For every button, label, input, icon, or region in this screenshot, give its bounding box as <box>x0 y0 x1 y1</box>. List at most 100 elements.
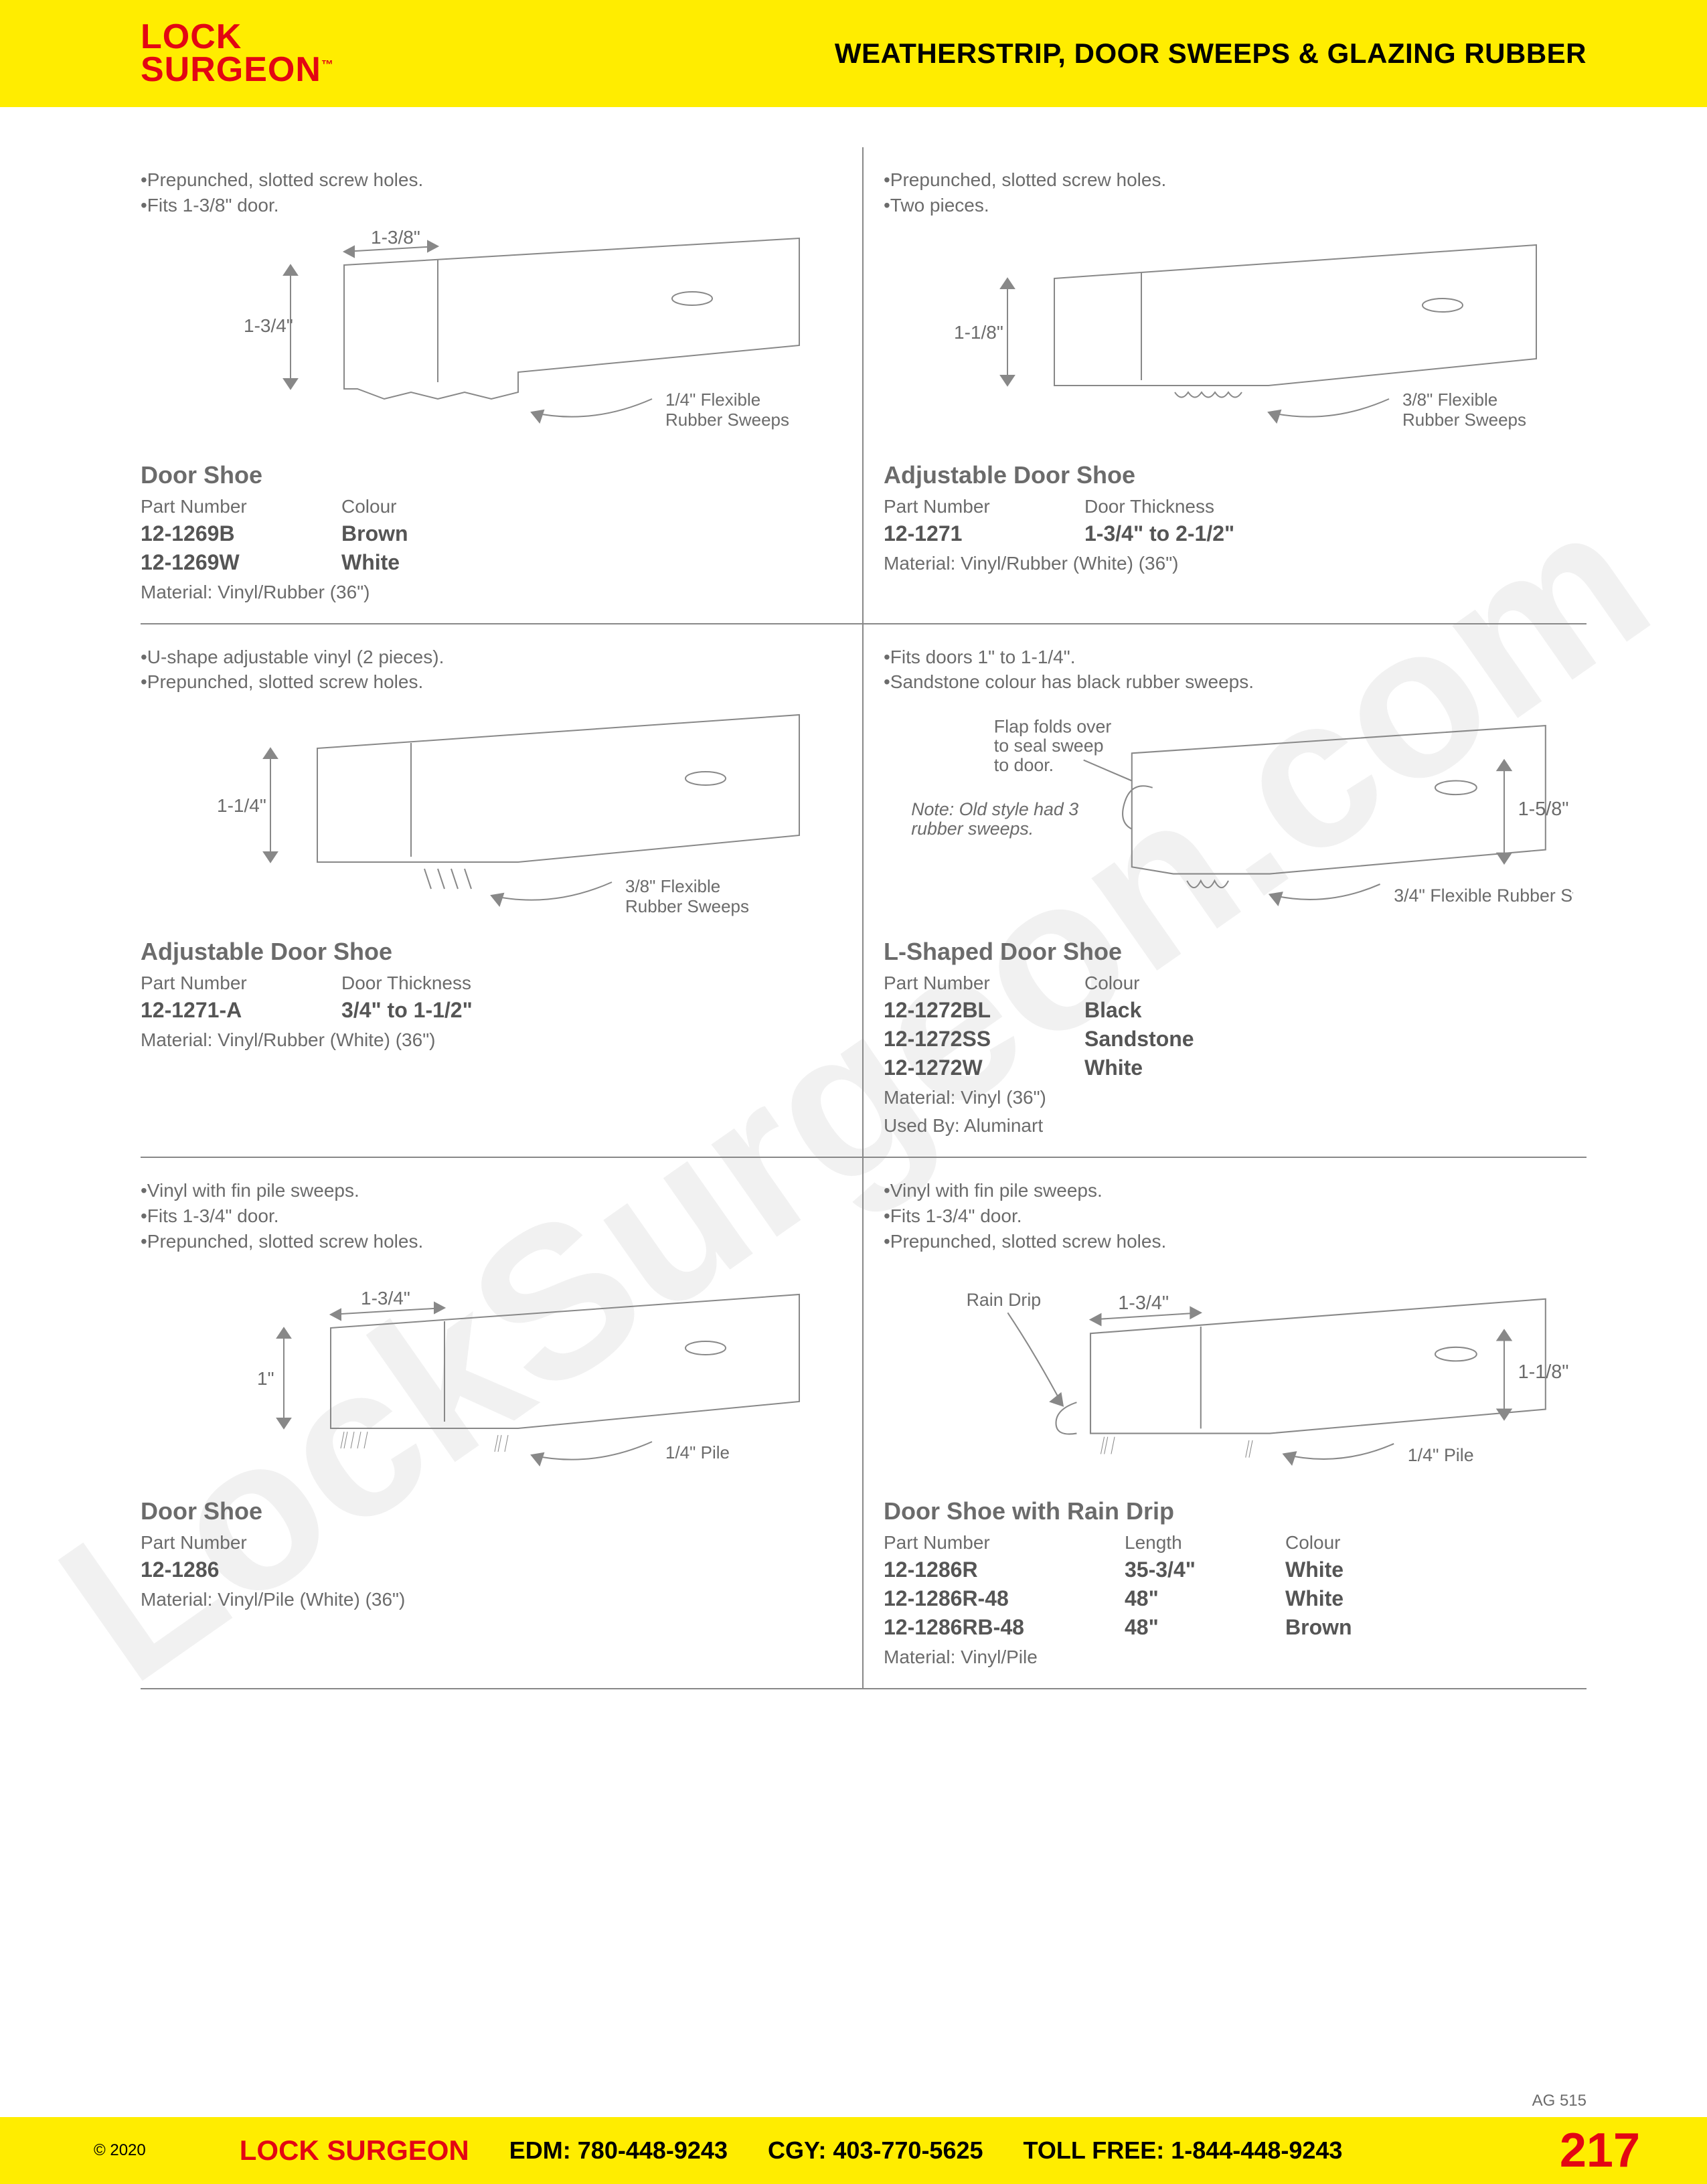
material-label: Material: <box>141 582 212 602</box>
spec-headers: Part Number Colour <box>141 496 842 517</box>
part-number: 12-1271-A <box>141 998 288 1023</box>
dim-label: 1-5/8" <box>1518 799 1569 820</box>
content-spacer <box>0 1890 1707 2092</box>
product-bullets: •Fits doors 1" to 1-1/4". •Sandstone col… <box>884 645 1573 695</box>
product-grid: •Prepunched, slotted screw holes. •Fits … <box>141 147 1587 1689</box>
footer-brand: LOCK SURGEON <box>240 2134 469 2167</box>
bullet-text: •Two pieces. <box>884 193 1573 218</box>
bullet-text: •Prepunched, slotted screw holes. <box>884 1229 1573 1254</box>
material-line: Material: Vinyl (36") <box>884 1087 1573 1108</box>
spec-row: 12-1286R 35-3/4" White <box>884 1558 1573 1582</box>
material-line: Material: Vinyl/Pile (White) (36") <box>141 1589 842 1610</box>
material-line: Material: Vinyl/Pile <box>884 1647 1573 1668</box>
contact-number: 1-844-448-9243 <box>1171 2136 1342 2164</box>
product-cell: •Vinyl with fin pile sweeps. •Fits 1-3/4… <box>141 1158 864 1687</box>
spec-value: 48" <box>1125 1586 1232 1611</box>
spec-header: Length <box>1125 1532 1232 1553</box>
spec-header: Part Number <box>141 496 288 517</box>
part-number: 12-1286 <box>141 1558 288 1582</box>
spec-headers: Part Number Door Thickness <box>141 973 842 994</box>
spec-row: 12-1286R-48 48" White <box>884 1586 1573 1611</box>
bullet-text: •Fits 1-3/4" door. <box>141 1203 842 1229</box>
product-bullets: •Vinyl with fin pile sweeps. •Fits 1-3/4… <box>884 1178 1573 1254</box>
product-title: Door Shoe <box>141 1497 842 1525</box>
spec-value: Sandstone <box>1084 1027 1232 1052</box>
spec-headers: Part Number Length Colour <box>884 1532 1573 1553</box>
spec-header: Part Number <box>141 973 288 994</box>
spec-value: 48" <box>1125 1615 1232 1640</box>
spec-row: 12-1272BL Black <box>884 998 1573 1023</box>
product-row: •U-shape adjustable vinyl (2 pieces). •P… <box>141 624 1587 1159</box>
material-value: Vinyl/Rubber (36") <box>218 582 370 602</box>
spec-value: 3/4" to 1-1/2" <box>341 998 489 1023</box>
footer-contact-edm: EDM: 780-448-9243 <box>509 2136 728 2165</box>
product-diagram: Rain Drip 1-3/4" 1-1/8" 1/4" Pile <box>884 1261 1573 1489</box>
contact-number: 780-448-9243 <box>578 2136 728 2164</box>
spec-value: Brown <box>341 521 489 546</box>
note-label: Note: Old style had 3rubber sweeps. <box>911 799 1078 839</box>
callout-label: Rain Drip <box>967 1290 1042 1310</box>
product-cell: •Prepunched, slotted screw holes. •Fits … <box>141 147 864 623</box>
bullet-text: •Prepunched, slotted screw holes. <box>884 167 1573 193</box>
material-line: Material: Vinyl/Rubber (White) (36") <box>141 1029 842 1051</box>
brand-logo: LOCK SURGEON™ <box>141 21 334 87</box>
spec-value: Black <box>1084 998 1232 1023</box>
product-title: Door Shoe with Rain Drip <box>884 1497 1573 1525</box>
spec-value: White <box>1285 1558 1392 1582</box>
part-number: 12-1272SS <box>884 1027 1031 1052</box>
spec-row: 12-1269W White <box>141 550 842 575</box>
contact-label: EDM: <box>509 2136 571 2164</box>
logo-line2: SURGEON <box>141 50 321 89</box>
dim-label: 1" <box>257 1368 274 1389</box>
callout-label: 1/4" FlexibleRubber Sweeps <box>665 390 789 430</box>
material-value: Vinyl/Pile (White) (36") <box>218 1589 405 1610</box>
callout-label: Flap folds overto seal sweepto door. <box>994 717 1112 776</box>
callout-label: 3/8" FlexibleRubber Sweeps <box>1402 390 1526 430</box>
spec-header: Door Thickness <box>341 973 489 994</box>
trademark-symbol: ™ <box>321 58 334 72</box>
material-value: Vinyl (36") <box>961 1087 1046 1108</box>
dim-label: 1-3/8" <box>371 227 420 248</box>
product-title: Door Shoe <box>141 461 842 489</box>
spec-header: Part Number <box>884 973 1031 994</box>
dim-label: 1-3/4" <box>244 315 293 336</box>
spec-row: 12-1272SS Sandstone <box>884 1027 1573 1052</box>
material-value: Vinyl/Pile <box>961 1647 1038 1667</box>
logo-line2-wrap: SURGEON™ <box>141 54 334 86</box>
logo-line1: LOCK <box>141 21 334 54</box>
spec-header: Part Number <box>884 1532 1071 1553</box>
part-number: 12-1286R <box>884 1558 1071 1582</box>
part-number: 12-1271 <box>884 521 1031 546</box>
dim-label: 1-1/8" <box>954 322 1003 343</box>
part-number: 12-1272W <box>884 1056 1031 1080</box>
spec-header: Part Number <box>141 1532 288 1553</box>
bullet-text: •Fits 1-3/4" door. <box>884 1203 1573 1229</box>
product-title: Adjustable Door Shoe <box>141 938 842 966</box>
bullet-text: •Sandstone colour has black rubber sweep… <box>884 669 1573 695</box>
product-cell: •Prepunched, slotted screw holes. •Two p… <box>864 147 1587 623</box>
spec-row: 12-1271 1-3/4" to 2-1/2" <box>884 521 1573 546</box>
material-line: Material: Vinyl/Rubber (White) (36") <box>884 553 1573 574</box>
contact-number: 403-770-5625 <box>833 2136 983 2164</box>
bullet-text: •Prepunched, slotted screw holes. <box>141 167 842 193</box>
product-bullets: •Vinyl with fin pile sweeps. •Fits 1-3/4… <box>141 1178 842 1254</box>
material-label: Material: <box>141 1589 212 1610</box>
dim-label: 1-1/8" <box>1518 1361 1569 1383</box>
product-diagram: Flap folds overto seal sweepto door. Not… <box>884 701 1573 929</box>
material-label: Material: <box>884 1647 955 1667</box>
page-footer: © 2020 LOCK SURGEON EDM: 780-448-9243 CG… <box>0 2117 1707 2184</box>
spec-value: 1-3/4" to 2-1/2" <box>1084 521 1234 546</box>
part-number: 12-1269B <box>141 521 288 546</box>
spec-value: Brown <box>1285 1615 1392 1640</box>
bullet-text: •U-shape adjustable vinyl (2 pieces). <box>141 645 842 670</box>
spec-header: Door Thickness <box>1084 496 1232 517</box>
bullet-text: •Fits doors 1" to 1-1/4". <box>884 645 1573 670</box>
part-number: 12-1272BL <box>884 998 1031 1023</box>
spec-value: White <box>1285 1586 1392 1611</box>
spec-value: 35-3/4" <box>1125 1558 1232 1582</box>
page-header: LOCK SURGEON™ WEATHERSTRIP, DOOR SWEEPS … <box>0 0 1707 107</box>
product-row: •Vinyl with fin pile sweeps. •Fits 1-3/4… <box>141 1158 1587 1689</box>
spec-value: White <box>341 550 489 575</box>
callout-label: 3/4" Flexible Rubber Sweeps <box>1394 886 1573 906</box>
footer-contact-tollfree: TOLL FREE: 1-844-448-9243 <box>1024 2136 1343 2165</box>
